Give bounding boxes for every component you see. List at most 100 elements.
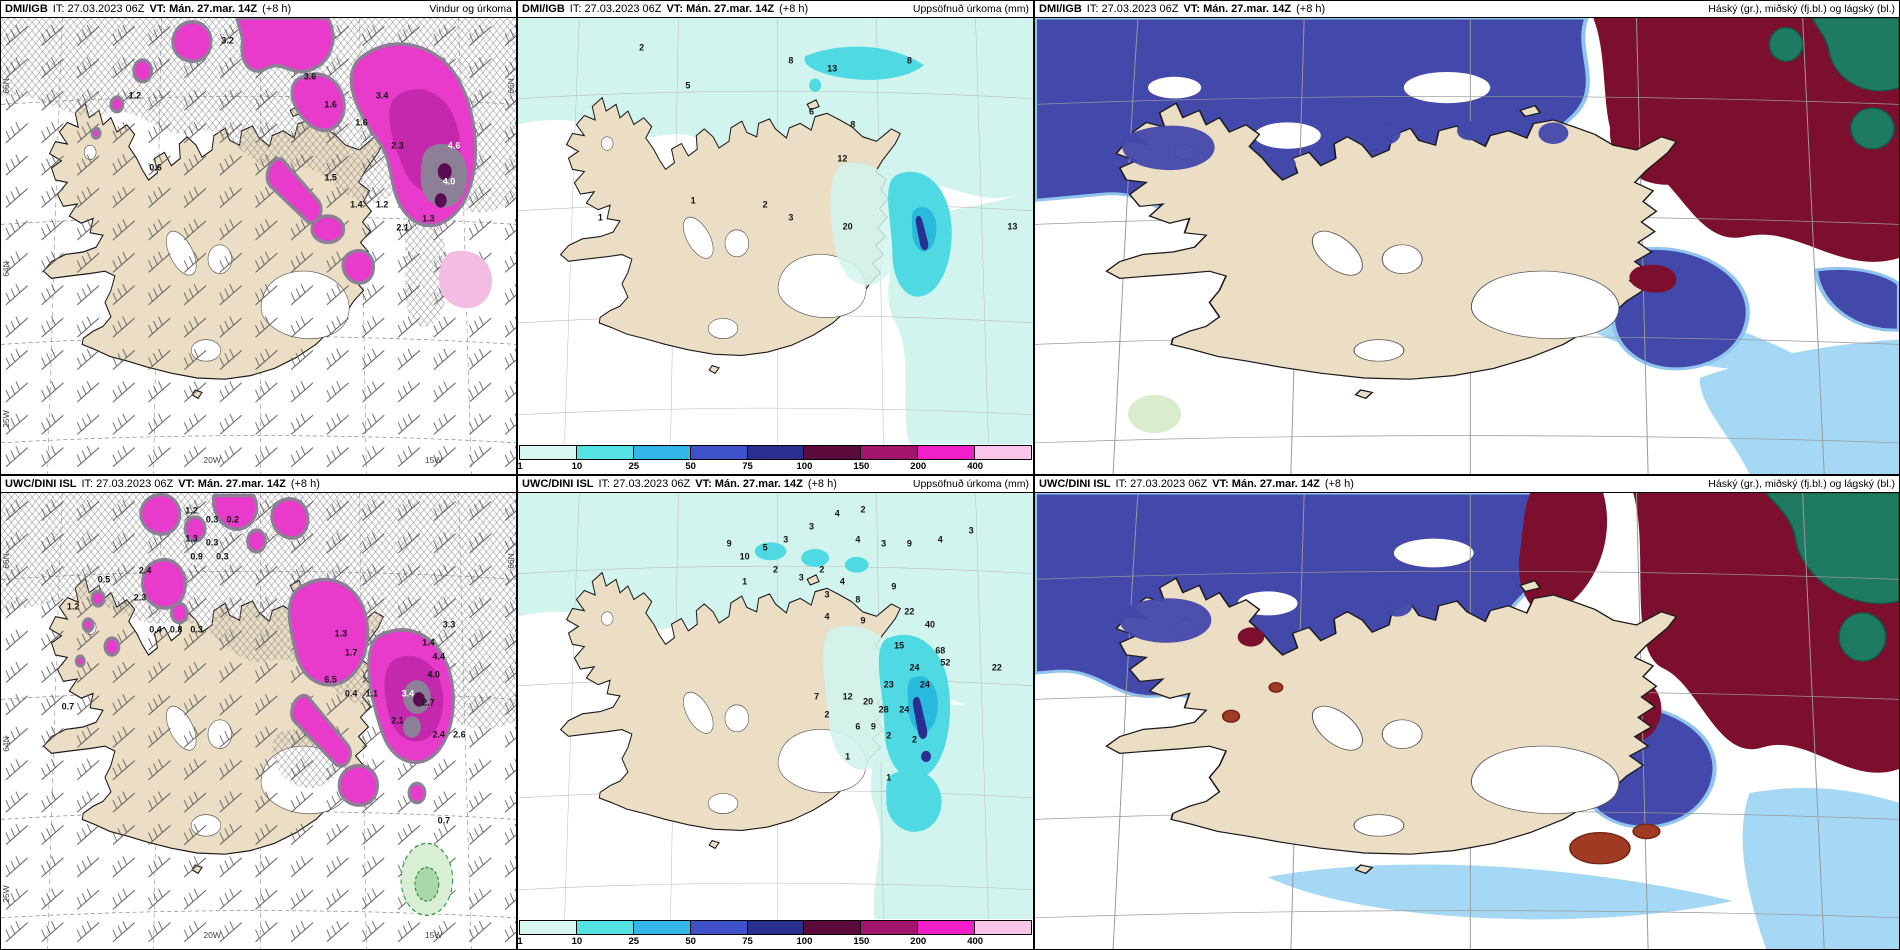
precip-overlays (754, 542, 950, 832)
colorbar-segment: 50 (685, 921, 748, 947)
panel-uwc-wind-precip: UWC/DINI ISL IT: 27.03.2023 06Z VT: Mán.… (0, 475, 517, 950)
accum-precip-map: 4 2 3 9 10 5 3 4 3 9 4 3 2 1 3 2 4 3 8 9 22 4 9 40 15 68 52 24 22 23 2… (518, 493, 1033, 919)
colorbar-segment: 200 (910, 921, 976, 947)
accum-precip-svg (518, 18, 1033, 444)
wind-precip-svg (1, 18, 516, 474)
init-time: IT: 27.03.2023 06Z (598, 477, 691, 490)
colorbar-segment: 200 (910, 446, 976, 472)
colorbar-tick-label: 75 (742, 936, 753, 947)
colorbar-tick-label: 400 (967, 936, 984, 947)
wind-precip-map: 66N 64N 25W 20W 15W 66N 1.2 0.3 0.2 1.3 0.3 0.9 0.3 2… (1, 493, 516, 949)
precip-overlays (804, 46, 952, 297)
colorbar-segment: 100 (797, 446, 862, 472)
lead-time: (+8 h) (807, 477, 837, 490)
model-name: DMI/IGB (1039, 2, 1082, 15)
cloud-over-land (1122, 121, 1569, 173)
valid-time: VT: Mán. 27.mar. 14Z (1212, 477, 1320, 490)
colorbar-tick-label: 1 (517, 936, 523, 947)
init-time: IT: 27.03.2023 06Z (1115, 477, 1208, 490)
high-cloud-green (1768, 18, 1899, 150)
colorbar-tick-label: 75 (742, 461, 753, 472)
model-name: UWC/DINI ISL (522, 477, 594, 490)
lead-time: (+8 h) (290, 477, 320, 490)
init-time: IT: 27.03.2023 06Z (52, 2, 145, 15)
colorbar-tick-label: 100 (796, 936, 813, 947)
lead-time: (+8 h) (262, 2, 292, 15)
colorbar-segment: 75 (742, 446, 805, 472)
cloud-cover-map (1035, 18, 1899, 474)
panel-header: DMI/IGB IT: 27.03.2023 06Z VT: Mán. 27.m… (518, 1, 1033, 18)
precipitation-blobs (90, 18, 493, 309)
lead-time: (+8 h) (779, 2, 809, 15)
valid-time: VT: Mán. 27.mar. 14Z (149, 2, 258, 15)
colorbar-segment: 400 (967, 446, 1032, 472)
colorbar-segment: 150 (853, 921, 919, 947)
colorbar-tick-label: 50 (685, 936, 696, 947)
panel-uwc-clouds: UWC/DINI ISL IT: 27.03.2023 06Z VT: Mán.… (1034, 475, 1900, 950)
precip-colorbar: 1 10 25 50 75 100 150 200 400 (518, 919, 1033, 949)
valid-time: VT: Mán. 27.mar. 14Z (695, 477, 803, 490)
colorbar-segment: 75 (742, 921, 805, 947)
colorbar-segment: 50 (685, 446, 748, 472)
colorbar-segment: 1 (518, 446, 577, 472)
lead-time: (+8 h) (1324, 477, 1354, 490)
accum-precip-svg (518, 493, 1033, 919)
colorbar: 1 10 25 50 75 100 150 200 400 (518, 920, 1032, 947)
panel-header: DMI/IGB IT: 27.03.2023 06Z VT: Mán. 27.m… (1035, 1, 1899, 18)
colorbar-segment: 10 (572, 446, 634, 472)
map-title: Uppsöfnuð úrkoma (mm) (912, 2, 1029, 15)
panel-dmi-accum-precip: DMI/IGB IT: 27.03.2023 06Z VT: Mán. 27.m… (517, 0, 1034, 475)
colorbar-tick-label: 200 (910, 936, 927, 947)
colorbar-segment: 10 (572, 921, 634, 947)
colorbar-segment: 100 (797, 921, 862, 947)
colorbar-tick-label: 10 (571, 936, 583, 947)
model-name: DMI/IGB (5, 2, 48, 15)
model-name: UWC/DINI ISL (1039, 477, 1111, 490)
panel-header: UWC/DINI ISL IT: 27.03.2023 06Z VT: Mán.… (1, 476, 516, 493)
init-time: IT: 27.03.2023 06Z (81, 477, 174, 490)
panel-dmi-wind-precip: DMI/IGB IT: 27.03.2023 06Z VT: Mán. 27.m… (0, 0, 517, 475)
accum-precip-map: 2 5 8 13 8 6 8 12 1 2 3 20 13 1 (518, 18, 1033, 444)
cloud-cover-svg (1035, 18, 1899, 474)
colorbar-tick-label: 10 (571, 461, 583, 472)
colorbar-tick-label: 200 (910, 461, 927, 472)
model-name: DMI/IGB (522, 2, 565, 15)
high-cloud-nw-patch (1237, 627, 1265, 647)
cloud-over-land (1118, 595, 1496, 643)
map-title: Uppsöfnuð úrkoma (mm) (912, 477, 1029, 490)
colorbar-segment: 400 (967, 921, 1032, 947)
colorbar-tick-label: 400 (967, 461, 984, 472)
panel-uwc-accum-precip: UWC/DINI ISL IT: 27.03.2023 06Z VT: Mán.… (517, 475, 1034, 950)
precip-colorbar: 1 10 25 50 75 100 150 200 400 (518, 444, 1033, 474)
green-spot (1128, 394, 1182, 434)
colorbar: 1 10 25 50 75 100 150 200 400 (518, 445, 1032, 472)
cloud-free-gaps (1147, 72, 1491, 196)
green-precip-area (400, 842, 454, 917)
cloud-cover-map (1035, 493, 1899, 949)
map-title: Háský (gr.), miðský (fj.bl.) og lágský (… (1708, 2, 1895, 15)
colorbar-tick-label: 150 (853, 461, 870, 472)
colorbar-tick-label: 25 (628, 936, 640, 947)
colorbar-tick-label: 25 (628, 461, 640, 472)
precipitation-blobs (74, 493, 455, 807)
valid-time: VT: Mán. 27.mar. 14Z (1183, 2, 1292, 15)
init-time: IT: 27.03.2023 06Z (569, 2, 662, 15)
dense-cloud-red (1221, 682, 1661, 865)
colorbar-segment: 25 (628, 446, 691, 472)
colorbar-segment: 150 (853, 446, 919, 472)
colorbar-tick-label: 1 (517, 461, 523, 472)
colorbar-tick-label: 150 (853, 936, 870, 947)
map-title: Vindur og úrkoma (429, 2, 512, 15)
high-cloud-green (1765, 493, 1899, 662)
colorbar-segment: 1 (518, 921, 577, 947)
panel-header: UWC/DINI ISL IT: 27.03.2023 06Z VT: Mán.… (1035, 476, 1899, 493)
wind-precip-svg (1, 493, 516, 949)
valid-time: VT: Mán. 27.mar. 14Z (666, 2, 775, 15)
model-name: UWC/DINI ISL (5, 477, 77, 490)
colorbar-tick-label: 50 (685, 461, 696, 472)
wind-precip-map: 66N 64N 25W 20W 15W 66N 3.2 3.6 1.6 1.2 0.6 3.4 1.6 2… (1, 18, 516, 474)
panel-header: UWC/DINI ISL IT: 27.03.2023 06Z VT: Mán.… (518, 476, 1033, 493)
map-title: Háský (gr.), miðský (fj.bl.) og lágský (… (1708, 477, 1895, 490)
panel-header: DMI/IGB IT: 27.03.2023 06Z VT: Mán. 27.m… (1, 1, 516, 18)
